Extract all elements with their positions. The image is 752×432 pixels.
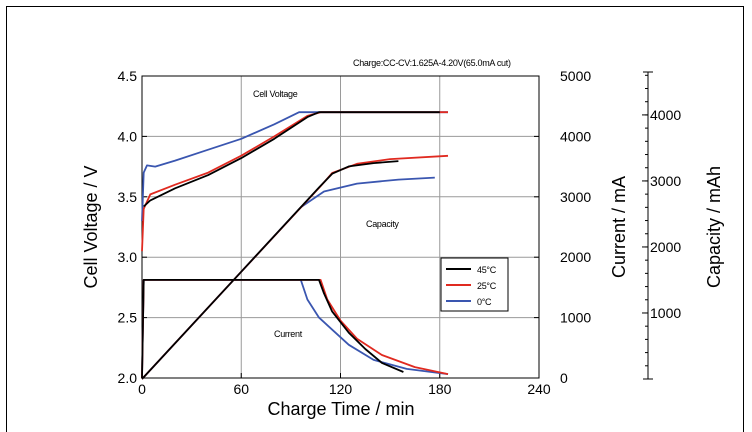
capacity-tick-label: 4000 (650, 107, 681, 123)
current-tick-label: 4000 (560, 128, 591, 144)
current-line-45C (141, 279, 404, 379)
capacity-line-0C (141, 176, 435, 380)
x-axis-title: Charge Time / min (267, 399, 414, 419)
voltage-tick-label: 4.0 (118, 128, 138, 144)
series-lines (141, 111, 449, 380)
voltage-line-25C (141, 111, 448, 252)
legend-label-0C: 0°C (477, 297, 492, 307)
voltage-tick-label: 2.5 (118, 310, 138, 326)
capacity-line-45C (141, 160, 399, 380)
voltage-tick-label: 4.5 (118, 68, 138, 84)
voltage-tick-label: 3.5 (118, 189, 138, 205)
capacity-tick-label: 1000 (650, 305, 681, 321)
legend-label-45C: 45°C (477, 265, 497, 275)
x-tick-label: 240 (527, 381, 551, 397)
legend: 45°C 25°C 0°C (440, 257, 509, 312)
grid (142, 76, 539, 378)
current-tick-label: 3000 (560, 189, 591, 205)
capacity-tick-label: 2000 (650, 239, 681, 255)
legend-label-25C: 25°C (477, 281, 497, 291)
x-tick-label: 60 (233, 381, 249, 397)
x-tick-label: 180 (428, 381, 452, 397)
axes: 0 60 120 180 240 2.0 2.5 3.0 3.5 4.0 4.5 0 1000 2000 3… (118, 68, 682, 397)
voltage-group-label: Cell Voltage (253, 89, 298, 99)
capacity-tick-label: 3000 (650, 173, 681, 189)
current-tick-label: 0 (560, 370, 568, 386)
current-tick-label: 5000 (560, 68, 591, 84)
current-tick-label: 2000 (560, 249, 591, 265)
y-axis-current-title: Current / mA (609, 176, 629, 278)
charge-condition-annotation: Charge:CC-CV:1.625A-4.20V(65.0mA cut) (353, 58, 511, 68)
labels: Charge:CC-CV:1.625A-4.20V(65.0mA cut) Ch… (81, 58, 724, 419)
voltage-line-45C (143, 111, 440, 208)
current-tick-label: 1000 (560, 310, 591, 326)
capacity-line-25C (141, 154, 449, 380)
voltage-tick-label: 3.0 (118, 249, 138, 265)
x-tick-label: 0 (138, 381, 146, 397)
capacity-group-label: Capacity (366, 219, 399, 229)
y-axis-voltage-title: Cell Voltage / V (81, 165, 101, 288)
voltage-tick-label: 2.0 (118, 370, 138, 386)
y-axis-capacity-title: Capacity / mAh (704, 166, 724, 288)
x-tick-label: 120 (329, 381, 353, 397)
current-group-label: Current (274, 329, 303, 339)
voltage-line-0C (141, 111, 448, 222)
chart-frame (6, 6, 744, 432)
